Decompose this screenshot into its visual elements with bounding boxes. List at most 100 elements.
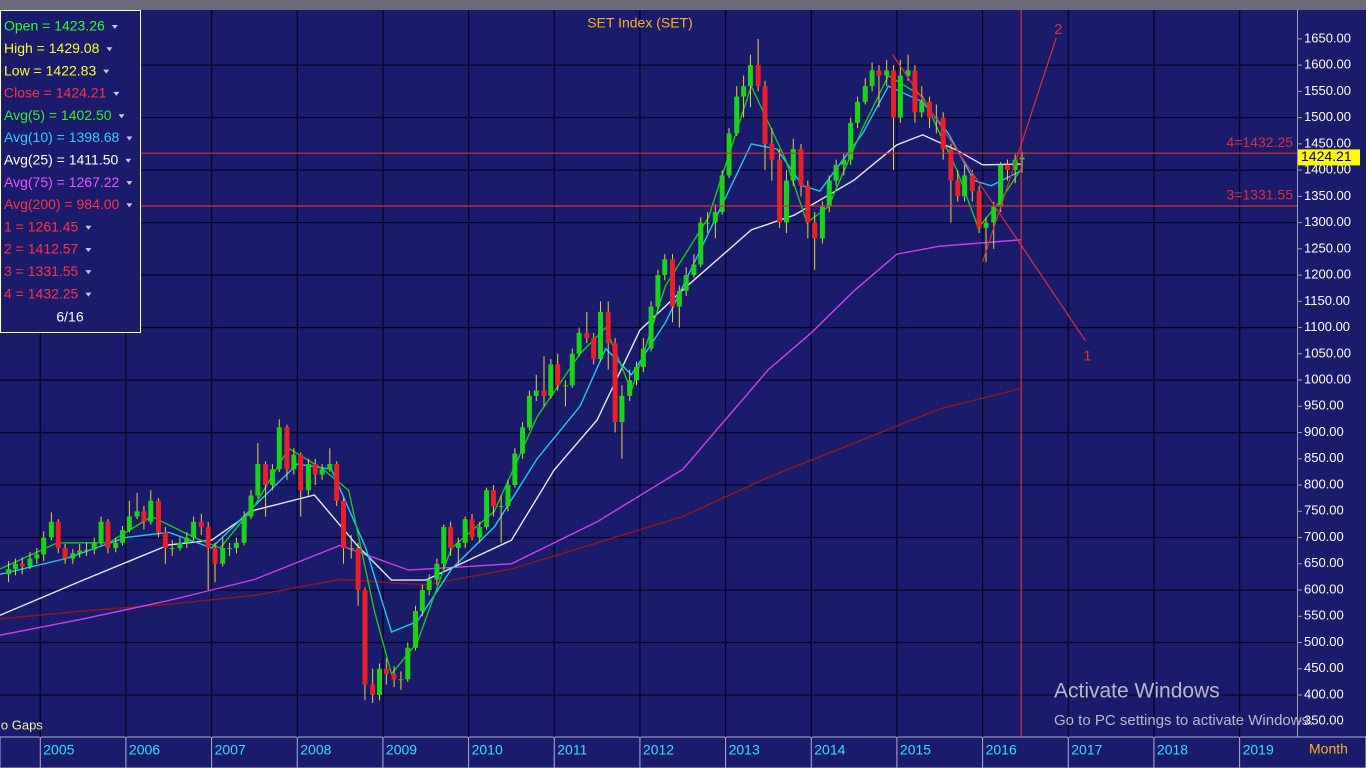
bottom-axis [0, 736, 1366, 768]
y-tick-label: 1450.00 [1304, 135, 1351, 150]
candle-body [841, 159, 847, 165]
candle-body [298, 454, 304, 491]
candle-body [548, 364, 554, 396]
candle-body [284, 427, 290, 470]
legend-arrow [85, 270, 92, 275]
candle-body [869, 70, 875, 87]
candle-body [777, 159, 783, 223]
candle-body [962, 175, 968, 197]
y-tick-label: 750.00 [1304, 503, 1344, 518]
candle-body [162, 532, 168, 549]
x-tick-label: 2010 [472, 742, 503, 758]
candle-body [55, 521, 61, 549]
x-tick-label: 2018 [1157, 742, 1188, 758]
candle-body [233, 542, 239, 549]
x-tick-label: 2006 [129, 742, 160, 758]
candle-body [933, 117, 939, 119]
candle-body [34, 554, 40, 559]
legend-entry: Avg(200) = 984.00 [4, 196, 120, 212]
candle-body [141, 511, 147, 522]
y-tick-label: 550.00 [1304, 608, 1344, 623]
candle-body [627, 380, 633, 396]
candle-body [790, 149, 796, 181]
legend-box [0, 10, 141, 333]
y-tick-label: 500.00 [1304, 634, 1344, 649]
x-tick-label: 2019 [1243, 742, 1274, 758]
candle-body [126, 516, 132, 531]
candle-body [227, 548, 233, 550]
candle-body [120, 530, 126, 543]
legend-entry: 2 = 1412.57 [4, 241, 79, 257]
x-tick-label: 2005 [43, 742, 74, 758]
candle-body [741, 86, 747, 97]
candle-body [98, 521, 104, 543]
candle-body [6, 569, 12, 575]
legend-entry: High = 1429.08 [4, 40, 100, 56]
candle-body [319, 469, 325, 475]
candle-body [584, 332, 590, 339]
candle-body [719, 175, 725, 213]
legend-entry: Close = 1424.21 [4, 85, 107, 101]
candle-body [263, 464, 269, 486]
candle-body [755, 65, 761, 87]
candle-body [555, 364, 561, 386]
x-tick-label: 2012 [643, 742, 674, 758]
candle-body [812, 222, 818, 239]
candle-body [62, 548, 68, 559]
candle-body [940, 117, 946, 150]
candle-body [19, 563, 25, 567]
x-tick-label: 2007 [215, 742, 246, 758]
candle-body [848, 122, 854, 160]
candle-body [241, 516, 247, 543]
candle-body [884, 70, 890, 76]
legend-arrow [126, 136, 133, 141]
price-tag-label: 1424.21 [1301, 148, 1352, 164]
candle-body [334, 464, 340, 501]
candle-body [41, 537, 47, 555]
y-tick-label: 1300.00 [1304, 214, 1351, 229]
candle-body [490, 490, 496, 507]
candle-body [648, 306, 654, 349]
right-axis [1297, 10, 1366, 737]
y-tick-label: 1350.00 [1304, 188, 1351, 203]
candle-body [134, 511, 140, 517]
y-tick-label: 1150.00 [1304, 293, 1350, 308]
y-tick-label: 600.00 [1304, 581, 1344, 596]
candle-body [912, 70, 918, 113]
candle-body [676, 290, 682, 307]
candle-body [1012, 159, 1018, 171]
moving-average [0, 239, 1022, 636]
candle-body [248, 495, 254, 517]
x-tick-label: 2015 [900, 742, 931, 758]
candle-body [455, 542, 461, 549]
legend-arrow [125, 158, 132, 163]
candle-body [405, 647, 411, 680]
candle-body [876, 70, 882, 76]
trend-label: 2 [1054, 21, 1062, 38]
y-tick-label: 1550.00 [1304, 83, 1351, 98]
legend-entry: Low = 1422.83 [4, 62, 96, 78]
candle-body [634, 366, 640, 381]
candle-body [891, 70, 897, 118]
y-tick-label: 800.00 [1304, 476, 1344, 491]
y-tick-label: 1600.00 [1304, 57, 1351, 72]
y-tick-label: 1650.00 [1304, 30, 1351, 45]
legend-entry: Open = 1423.26 [4, 18, 105, 34]
x-tick-label: 2009 [386, 742, 417, 758]
candle-body [169, 548, 175, 550]
y-tick-label: 1050.00 [1304, 345, 1351, 360]
candle-body [426, 579, 432, 591]
candle-body [919, 101, 925, 113]
candle-body [798, 149, 804, 186]
candle-body [520, 427, 526, 454]
trend-label: 1 [1083, 348, 1091, 365]
y-tick-label: 1200.00 [1304, 267, 1351, 282]
candle-body [312, 464, 318, 475]
y-tick-label: 900.00 [1304, 424, 1344, 439]
candle-body [469, 519, 475, 538]
candle-body [897, 75, 903, 118]
candle-body [305, 464, 311, 491]
x-tick-label: 2016 [986, 742, 1017, 758]
candle-body [105, 521, 111, 549]
candle-body [220, 548, 226, 564]
